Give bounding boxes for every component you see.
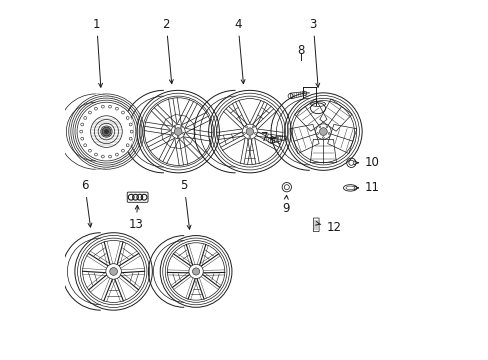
Circle shape bbox=[192, 268, 199, 275]
Text: 3: 3 bbox=[309, 18, 319, 87]
Text: 5: 5 bbox=[180, 179, 191, 229]
Circle shape bbox=[315, 124, 330, 139]
Circle shape bbox=[319, 128, 326, 135]
Text: 10: 10 bbox=[353, 156, 379, 169]
Text: 11: 11 bbox=[353, 181, 379, 194]
Circle shape bbox=[105, 264, 121, 279]
Text: 6: 6 bbox=[81, 179, 92, 227]
Circle shape bbox=[104, 130, 108, 134]
Circle shape bbox=[109, 267, 117, 275]
Text: 9: 9 bbox=[282, 195, 289, 215]
Text: 8: 8 bbox=[297, 44, 304, 57]
Wedge shape bbox=[309, 91, 349, 172]
Circle shape bbox=[242, 124, 257, 139]
Text: 7: 7 bbox=[261, 131, 274, 144]
Wedge shape bbox=[163, 89, 206, 175]
Wedge shape bbox=[184, 234, 222, 309]
Text: 2: 2 bbox=[162, 18, 173, 84]
Text: 12: 12 bbox=[315, 221, 341, 234]
Text: 4: 4 bbox=[234, 18, 244, 84]
Wedge shape bbox=[101, 231, 141, 312]
Text: 13: 13 bbox=[128, 205, 143, 231]
Text: 1: 1 bbox=[93, 18, 102, 87]
Wedge shape bbox=[96, 94, 133, 170]
Circle shape bbox=[171, 125, 185, 139]
Circle shape bbox=[174, 128, 182, 135]
Wedge shape bbox=[235, 89, 278, 175]
Circle shape bbox=[188, 264, 203, 279]
Circle shape bbox=[102, 127, 111, 136]
Circle shape bbox=[245, 128, 253, 135]
